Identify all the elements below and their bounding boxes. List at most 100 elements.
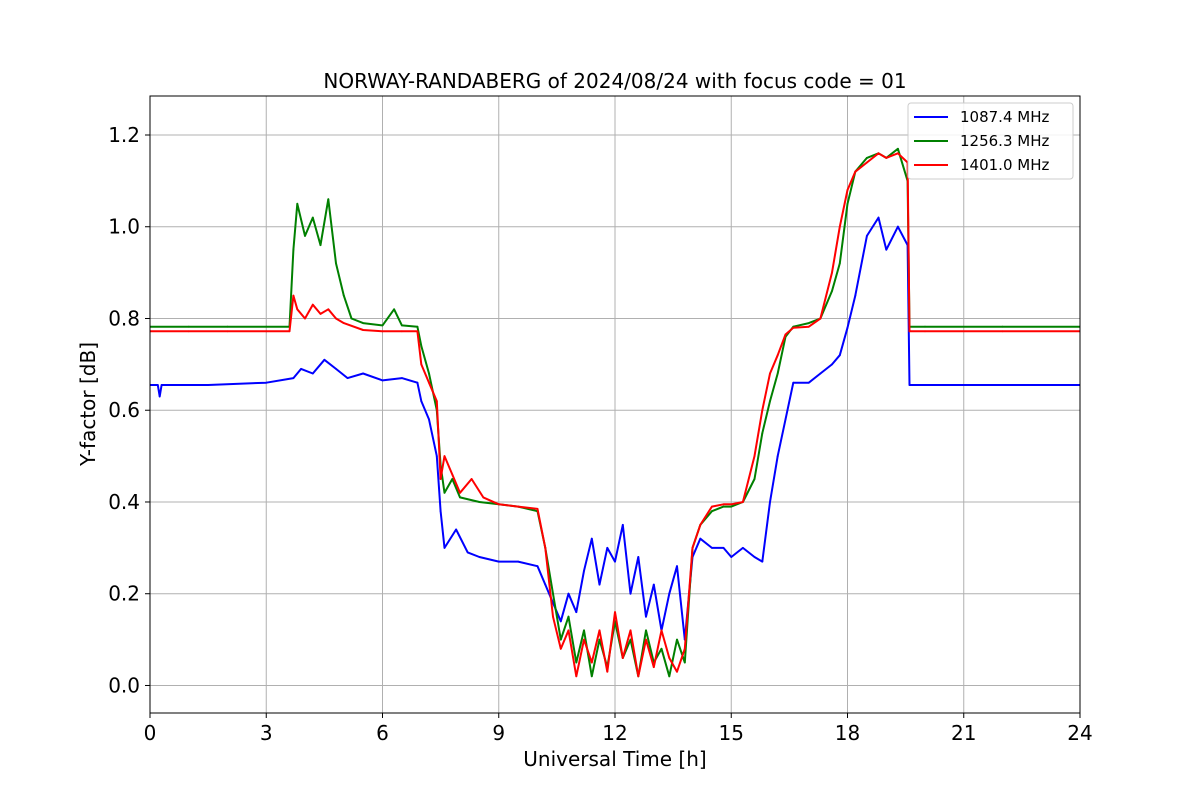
data-point [158, 395, 161, 398]
data-point [207, 384, 210, 386]
y-axis-label: Y-factor [dB] [76, 342, 100, 467]
data-point [846, 202, 849, 205]
data-point [722, 505, 725, 508]
data-point [784, 418, 787, 421]
data-point [629, 638, 632, 641]
y-tick-label: 1.0 [108, 215, 140, 239]
data-point [583, 638, 585, 641]
data-point [711, 547, 713, 549]
data-point [1001, 325, 1004, 328]
y-tick-label: 0.2 [108, 582, 140, 606]
data-point [807, 322, 810, 324]
data-point [420, 345, 423, 347]
data-point [292, 248, 295, 251]
data-point [304, 317, 306, 320]
data-point [676, 670, 678, 673]
data-point [838, 354, 841, 357]
data-point [559, 620, 562, 623]
data-point [924, 384, 926, 386]
data-point [621, 657, 624, 659]
data-point [629, 629, 632, 632]
data-point [160, 384, 163, 386]
data-point [866, 157, 868, 159]
legend-box [907, 102, 1074, 180]
data-point [342, 294, 345, 297]
data-point [319, 244, 322, 247]
data-point [897, 225, 899, 228]
data-point [482, 496, 485, 499]
data-point [784, 333, 787, 336]
legend: 1087.4 MHz 1256.3 MHz 1401.0 MHz [907, 102, 1074, 180]
data-point [614, 611, 616, 613]
data-point [637, 556, 640, 558]
data-point [885, 157, 888, 159]
data-point [265, 325, 268, 328]
data-point [296, 202, 299, 205]
data-point [226, 330, 229, 333]
data-point [742, 547, 744, 549]
data-point [401, 324, 403, 327]
data-point [187, 330, 190, 333]
data-point [478, 556, 481, 558]
data-point [590, 675, 593, 678]
data-point [575, 611, 578, 613]
data-point [497, 503, 500, 506]
x-tick-label: 12 [602, 721, 627, 745]
data-point [676, 638, 678, 641]
data-point [885, 248, 888, 251]
data-point [459, 491, 461, 494]
data-point [226, 325, 229, 328]
data-point [567, 615, 570, 618]
data-point [699, 524, 702, 526]
data-point [439, 478, 442, 480]
data-point [265, 381, 268, 384]
data-point [428, 372, 430, 375]
data-point [742, 501, 744, 503]
data-point [559, 638, 562, 641]
data-point [866, 161, 868, 164]
data-point [660, 647, 663, 650]
data-point [807, 381, 810, 384]
data-point [497, 560, 500, 563]
data-point [652, 583, 655, 586]
axis-ticks: 0 3 6 9 12 15 18 21 24 0.0 0.2 0.4 0.6 0.8 1.0 1.2 [108, 123, 1093, 745]
chart-title: NORWAY-RANDABERG of 2024/08/24 with focu… [323, 69, 906, 93]
data-point [846, 326, 849, 329]
data-point [300, 368, 302, 370]
data-point [583, 629, 585, 632]
data-point [311, 303, 314, 306]
data-point [776, 354, 779, 357]
data-point [311, 372, 314, 375]
data-point [455, 528, 457, 531]
data-point [428, 381, 430, 384]
data-point [335, 317, 337, 320]
data-point [416, 325, 419, 328]
data-point [544, 583, 547, 586]
data-point [660, 629, 663, 632]
data-point [381, 324, 384, 327]
data-point [443, 547, 446, 549]
data-point [924, 330, 926, 333]
data-point [753, 478, 756, 480]
data-point [575, 675, 578, 678]
y-tick-label: 1.2 [108, 123, 140, 147]
data-point [761, 432, 764, 435]
data-point [583, 569, 585, 572]
data-point [393, 308, 395, 311]
data-point [897, 147, 899, 150]
data-point [552, 615, 554, 618]
y-tick-label: 0.6 [108, 398, 140, 422]
data-point [327, 308, 330, 311]
data-point [761, 560, 764, 563]
data-point [401, 377, 403, 379]
data-point [292, 377, 295, 379]
data-point [292, 294, 295, 297]
data-point [668, 675, 671, 678]
data-point [831, 271, 833, 274]
x-tick-label: 3 [260, 721, 273, 745]
data-point [683, 647, 686, 650]
data-point [335, 262, 337, 265]
data-point [439, 510, 442, 513]
data-point [854, 170, 857, 173]
